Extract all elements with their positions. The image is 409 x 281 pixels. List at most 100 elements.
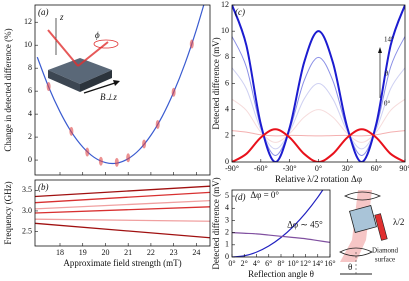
y-tick-label: 8 — [28, 63, 32, 72]
data-point — [171, 87, 176, 97]
field-arrow — [83, 81, 119, 94]
x-tick-label: 20 — [101, 248, 109, 257]
y-tick-label: 10 — [24, 40, 32, 49]
y-tick-label: 0 — [225, 252, 229, 261]
polarization-ring — [93, 39, 119, 49]
x-tick-label: 0° — [228, 259, 235, 268]
fit-curve — [36, 5, 205, 165]
x-tick-label: 90° — [399, 164, 409, 173]
diagram-label: θ — [348, 262, 352, 272]
data-point — [189, 39, 194, 49]
x-tick-label: 8° — [277, 259, 284, 268]
y-tick-label: 2 — [28, 132, 32, 141]
series-line — [35, 206, 210, 214]
series-line — [35, 218, 210, 222]
y-tick-label: 6 — [28, 86, 32, 95]
series-line — [35, 185, 210, 198]
y-tick-label: 3.0 — [22, 206, 32, 215]
axes-frame — [34, 4, 211, 176]
data-point — [98, 156, 103, 166]
slab-side — [80, 70, 112, 92]
series-label: Δφ ∼ 45° — [287, 219, 323, 229]
series-line — [232, 232, 330, 243]
series-line — [232, 190, 324, 257]
x-tick-label: 22 — [147, 248, 155, 257]
data-point — [85, 147, 90, 157]
beam — [77, 41, 109, 67]
x-axis-title: Approximate field strength (mT) — [63, 258, 181, 268]
x-tick-label: 2° — [241, 259, 248, 268]
slab-side — [48, 70, 80, 92]
x-tick-label: 12° — [300, 259, 311, 268]
panel-label: (a) — [38, 7, 49, 17]
y-tick-label: 3.5 — [22, 185, 32, 194]
lens — [339, 247, 373, 257]
panel-label: (c) — [235, 7, 245, 17]
plot-area — [232, 5, 405, 162]
series-line — [35, 199, 210, 210]
panel-label: (d) — [235, 192, 246, 202]
data-point — [69, 126, 74, 136]
x-tick-label: 14° — [312, 259, 323, 268]
series-line — [35, 191, 210, 204]
y-tick-label: 2 — [225, 131, 229, 140]
plot-area — [36, 5, 205, 167]
waveplate — [374, 213, 388, 241]
x-tick-label: -90° — [225, 164, 239, 173]
y-axis-title: Frequency (GHz) — [3, 181, 13, 244]
inset-diagram — [47, 18, 120, 94]
annotation: B⊥z — [100, 92, 117, 102]
x-tick-label: 19 — [79, 248, 87, 257]
x-axis-title: Relative λ/2 rotation Δφ — [275, 174, 362, 184]
annotation: 0° — [384, 100, 391, 108]
diagram-label: λ/2 — [393, 217, 404, 227]
x-tick-label: 23 — [170, 248, 178, 257]
y-tick-label: 4 — [225, 203, 229, 212]
y-tick-label: 5 — [225, 191, 229, 200]
annotation: z — [59, 12, 64, 22]
x-tick-label: 16° — [324, 259, 335, 268]
annotation: 14° — [384, 36, 394, 44]
lens — [344, 191, 381, 201]
y-tick-label: 1 — [225, 240, 229, 249]
beam-splitter — [349, 205, 377, 233]
arrowhead — [113, 80, 120, 86]
series-line — [232, 67, 405, 150]
y-tick-label: 12 — [221, 0, 229, 9]
annotation: θ — [385, 70, 389, 78]
optics-diagram — [339, 190, 388, 275]
x-tick-label: -60° — [254, 164, 268, 173]
panel-label: (b) — [38, 182, 49, 192]
y-tick-label: 3 — [225, 215, 229, 224]
series-line — [232, 36, 405, 156]
x-tick-label: 18 — [56, 248, 64, 257]
diagram-label: Diamond — [372, 247, 399, 255]
y-tick-label: 2.5 — [22, 226, 32, 235]
slab-top — [48, 58, 112, 84]
data-point — [114, 157, 119, 167]
x-tick-label: 0° — [315, 164, 322, 173]
series-line — [232, 5, 405, 162]
x-tick-label: 4° — [253, 259, 260, 268]
x-tick-label: -30° — [283, 164, 297, 173]
plot-area — [35, 185, 210, 239]
arrowhead — [378, 47, 382, 53]
y-tick-label: 4 — [28, 109, 32, 118]
x-axis-title: Reflection angle θ — [248, 269, 314, 279]
x-tick-label: 30° — [342, 164, 353, 173]
x-tick-label: 6° — [265, 259, 272, 268]
y-axis-title: Change in detected difference (%) — [3, 28, 13, 151]
y-tick-label: 10 — [221, 26, 229, 35]
series-line — [35, 222, 210, 239]
data-point — [46, 82, 51, 92]
x-tick-label: 21 — [124, 248, 132, 257]
data-point — [142, 139, 147, 149]
y-tick-label: 6 — [225, 78, 229, 87]
y-tick-label: 12 — [24, 17, 32, 26]
y-tick-label: 0 — [28, 155, 32, 164]
beam — [47, 29, 79, 67]
axes-frame — [34, 179, 211, 247]
y-axis-title: Detected difference (mV) — [211, 37, 221, 129]
data-point — [155, 119, 160, 129]
